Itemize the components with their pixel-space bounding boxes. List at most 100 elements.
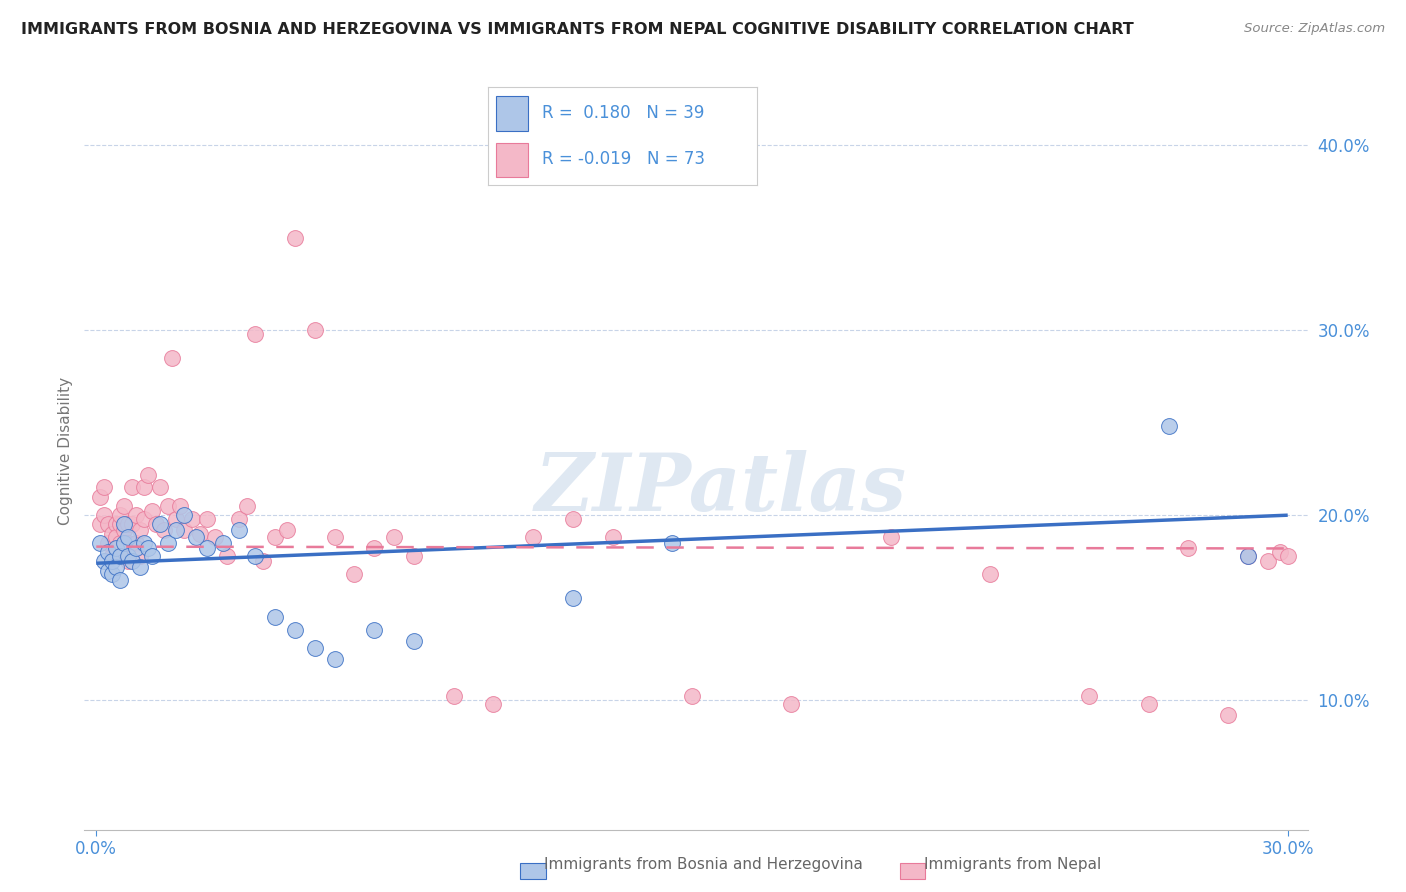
Point — [197, 512, 219, 526]
Y-axis label: Cognitive Disability: Cognitive Disability — [58, 376, 73, 524]
Point — [156, 536, 179, 550]
Point — [165, 512, 187, 526]
Point — [152, 523, 174, 537]
Text: Source: ZipAtlas.com: Source: ZipAtlas.com — [1244, 22, 1385, 36]
Point — [108, 549, 131, 563]
Point — [243, 549, 266, 563]
Point — [121, 554, 143, 568]
Point — [129, 523, 152, 537]
Point — [112, 536, 135, 550]
Point — [184, 530, 207, 544]
Point — [173, 523, 195, 537]
Point — [89, 490, 111, 504]
Point — [343, 567, 366, 582]
Point — [228, 523, 250, 537]
Point — [97, 517, 120, 532]
Point — [323, 652, 346, 666]
Point — [879, 530, 901, 544]
Point — [402, 634, 425, 648]
Point — [149, 517, 172, 532]
Point — [284, 623, 307, 637]
Point — [165, 523, 187, 537]
Point — [180, 512, 202, 526]
Point — [108, 573, 131, 587]
Text: Immigrants from Nepal: Immigrants from Nepal — [924, 857, 1101, 872]
Point — [105, 549, 128, 563]
Point — [276, 523, 298, 537]
Point — [264, 610, 287, 624]
Point — [252, 554, 274, 568]
Point — [561, 591, 583, 606]
Point — [136, 467, 159, 482]
Point — [108, 508, 131, 523]
Point — [979, 567, 1001, 582]
Point — [188, 526, 211, 541]
Point — [228, 512, 250, 526]
Point — [145, 517, 167, 532]
Point — [121, 517, 143, 532]
Point — [160, 351, 183, 365]
Point — [304, 323, 326, 337]
Point — [141, 504, 163, 518]
Point — [112, 499, 135, 513]
Point — [264, 530, 287, 544]
Point — [93, 508, 115, 523]
Text: Immigrants from Bosnia and Herzegovina: Immigrants from Bosnia and Herzegovina — [544, 857, 862, 872]
Point — [132, 512, 155, 526]
Point — [522, 530, 544, 544]
Point — [112, 517, 135, 532]
Point — [105, 541, 128, 556]
Point — [197, 541, 219, 556]
Point — [105, 517, 128, 532]
Point — [443, 690, 465, 704]
Point — [132, 536, 155, 550]
Point — [243, 326, 266, 341]
Point — [1268, 545, 1291, 559]
Point — [1078, 690, 1101, 704]
Point — [117, 530, 139, 544]
Point — [284, 231, 307, 245]
Point — [108, 517, 131, 532]
Point — [204, 530, 226, 544]
Point — [93, 554, 115, 568]
Point — [132, 480, 155, 494]
Point — [101, 554, 124, 568]
Point — [97, 564, 120, 578]
Point — [236, 499, 259, 513]
Point — [681, 690, 703, 704]
Point — [173, 508, 195, 523]
Point — [482, 697, 505, 711]
Point — [117, 554, 139, 568]
Point — [101, 526, 124, 541]
Point — [1218, 707, 1240, 722]
Point — [561, 512, 583, 526]
Point — [112, 523, 135, 537]
Point — [129, 549, 152, 563]
Point — [323, 530, 346, 544]
Point — [117, 517, 139, 532]
Point — [97, 545, 120, 559]
Point — [97, 536, 120, 550]
Point — [1157, 419, 1180, 434]
Point — [1177, 541, 1199, 556]
Point — [125, 541, 148, 556]
Point — [1237, 549, 1260, 563]
Point — [402, 549, 425, 563]
Text: IMMIGRANTS FROM BOSNIA AND HERZEGOVINA VS IMMIGRANTS FROM NEPAL COGNITIVE DISABI: IMMIGRANTS FROM BOSNIA AND HERZEGOVINA V… — [21, 22, 1133, 37]
Point — [101, 567, 124, 582]
Point — [108, 536, 131, 550]
Point — [112, 549, 135, 563]
Point — [363, 541, 385, 556]
Point — [217, 549, 239, 563]
Point — [1277, 549, 1299, 563]
Point — [1257, 554, 1279, 568]
Point — [382, 530, 405, 544]
Point — [602, 530, 624, 544]
Point — [363, 623, 385, 637]
Point — [129, 560, 152, 574]
Point — [89, 517, 111, 532]
Point — [780, 697, 803, 711]
Point — [156, 499, 179, 513]
Text: ZIPatlas: ZIPatlas — [534, 450, 907, 527]
Point — [169, 499, 191, 513]
